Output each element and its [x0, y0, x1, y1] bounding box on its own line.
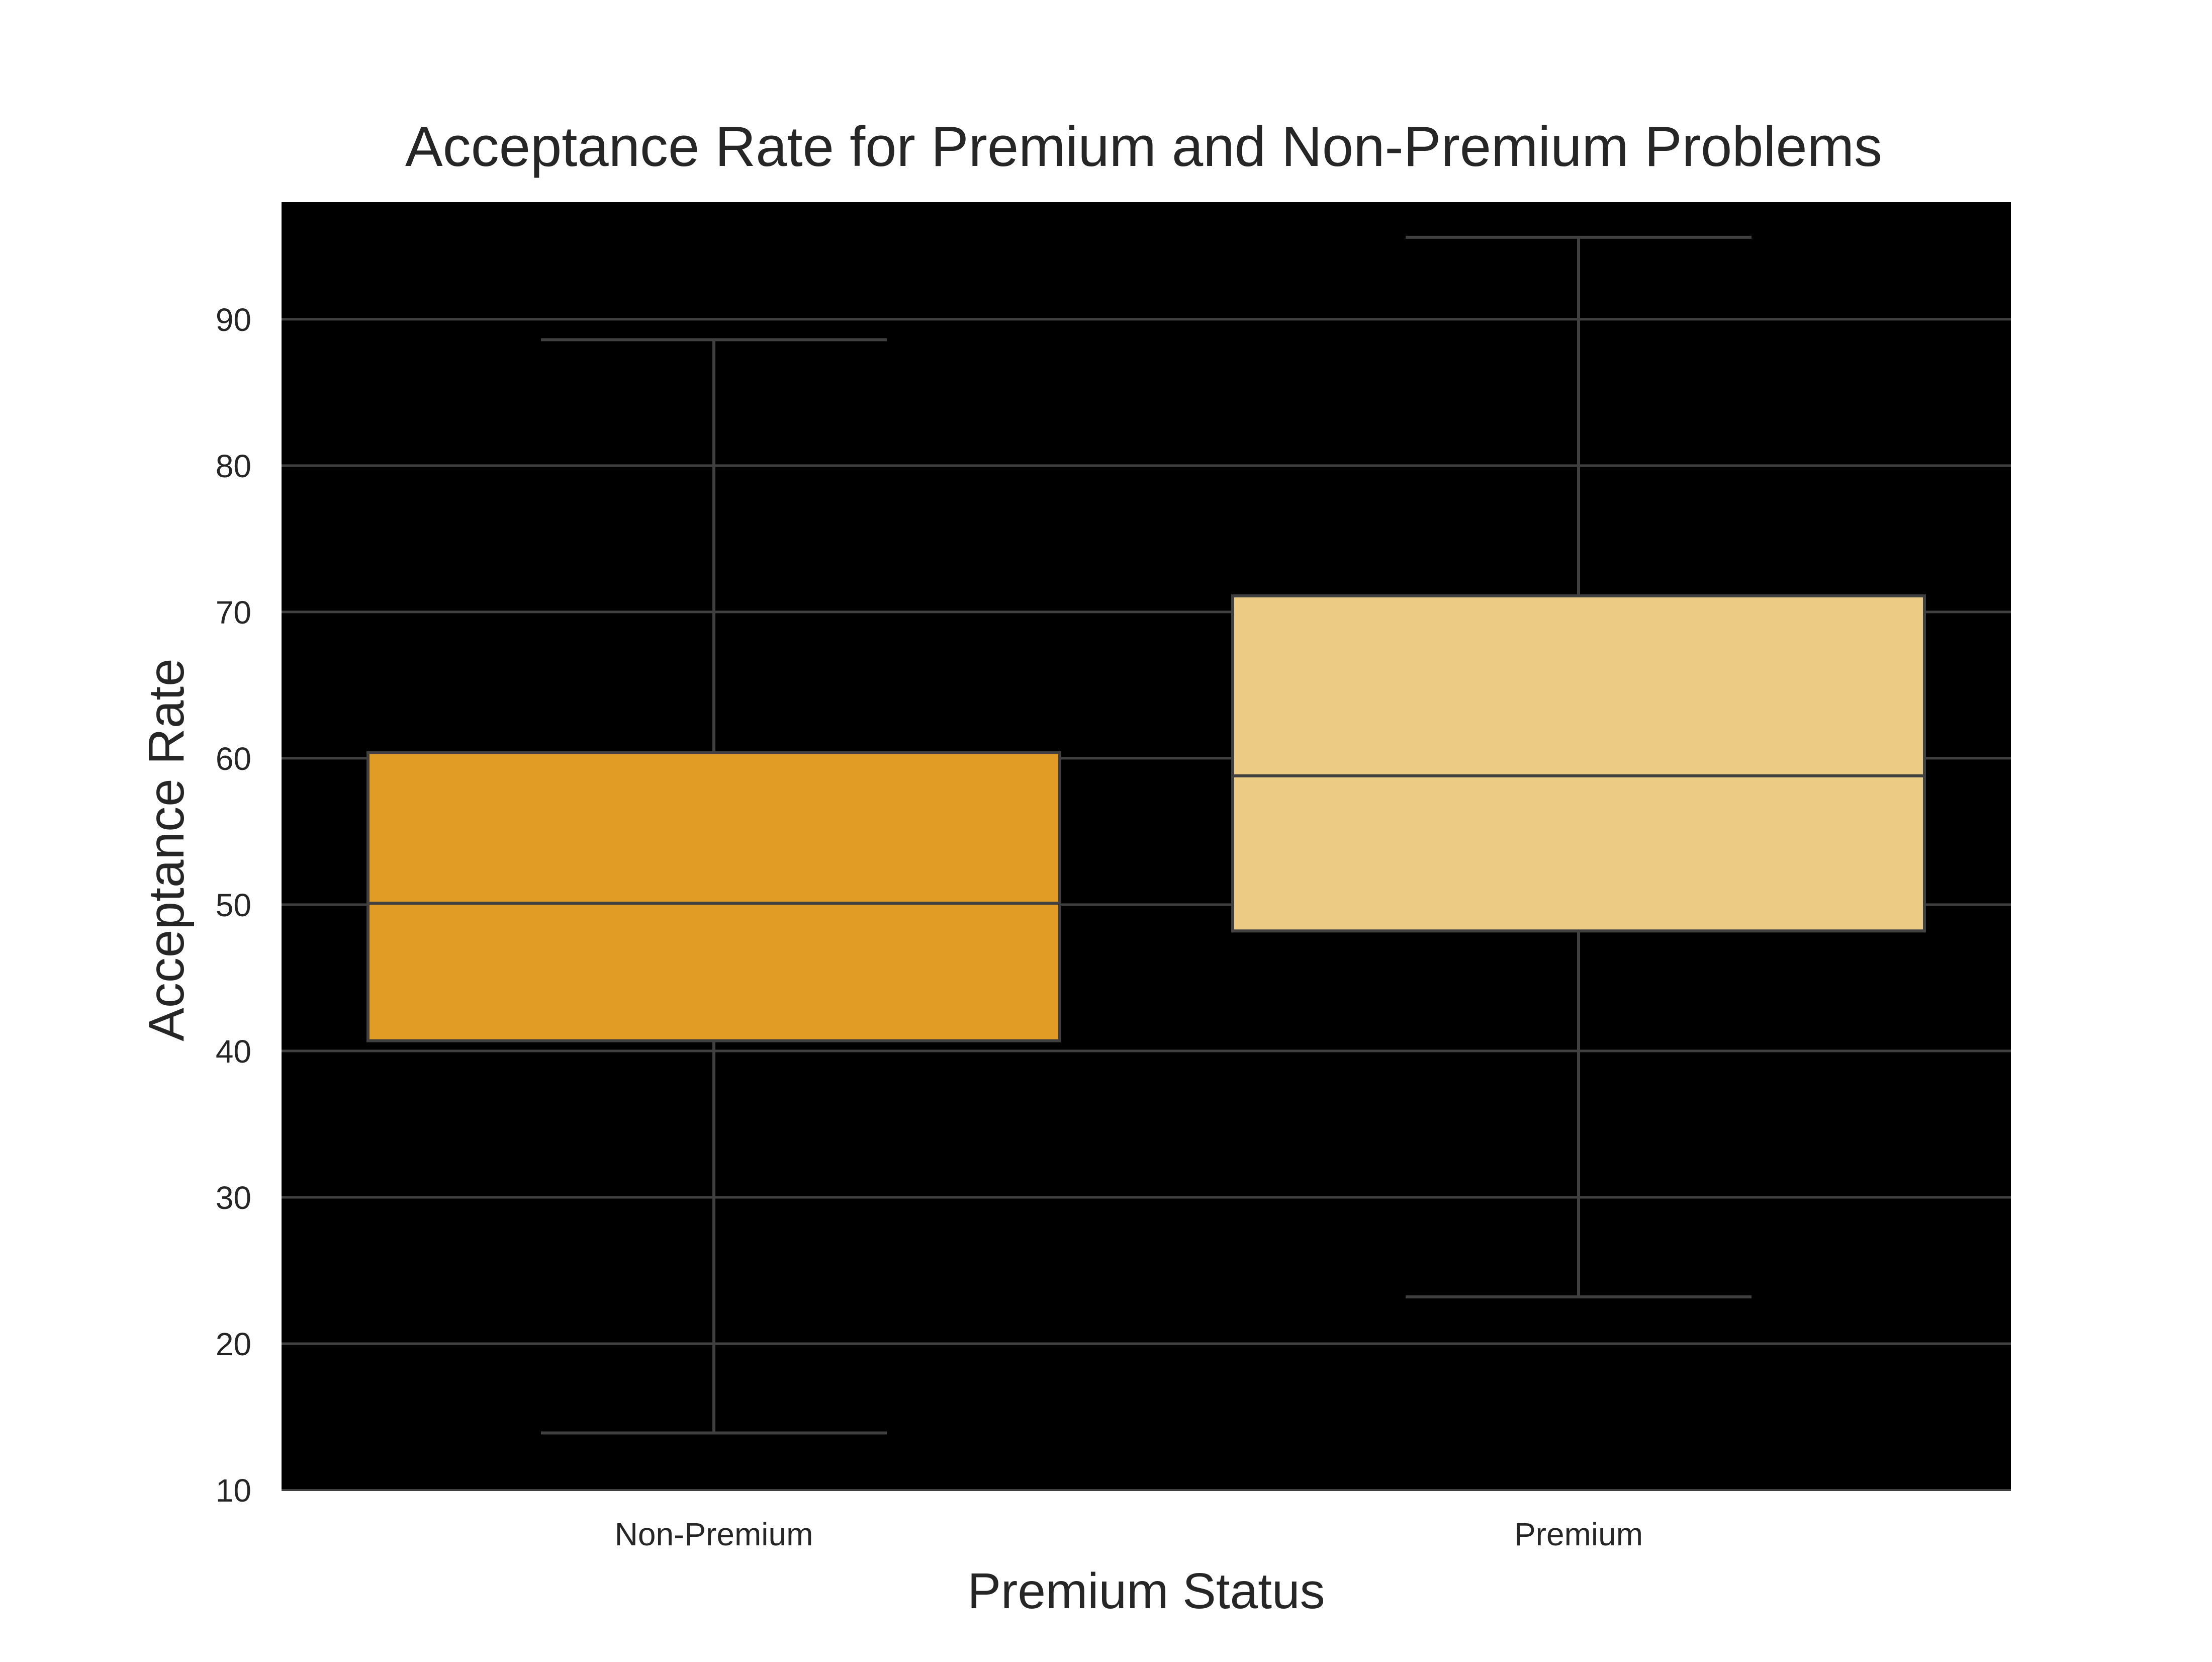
box-non-premium — [366, 338, 1061, 1435]
y-tick-label: 60 — [216, 741, 251, 777]
chart-title: Acceptance Rate for Premium and Non-Prem… — [405, 115, 1882, 178]
x-axis-label: Premium Status — [967, 1563, 1325, 1619]
x-tick-label: Non-Premium — [615, 1516, 813, 1552]
y-axis-label: Acceptance Rate — [138, 658, 195, 1041]
x-tick-label: Premium — [1514, 1516, 1643, 1552]
x-tick-labels: Non-Premium Premium — [615, 1516, 1643, 1552]
y-tick-label: 90 — [216, 302, 251, 338]
box-premium — [1231, 235, 1926, 1298]
y-tick-label: 30 — [216, 1180, 251, 1216]
y-tick-label: 10 — [216, 1472, 251, 1509]
iqr-box — [1231, 594, 1926, 933]
iqr-box — [366, 751, 1061, 1042]
y-tick-label: 20 — [216, 1326, 251, 1362]
y-tick-labels: 10 20 30 40 50 60 70 80 90 — [216, 302, 251, 1509]
y-tick-label: 70 — [216, 594, 251, 631]
y-tick-label: 50 — [216, 887, 251, 923]
y-tick-label: 40 — [216, 1033, 251, 1070]
box-group — [366, 235, 1926, 1435]
y-tick-label: 80 — [216, 448, 251, 484]
